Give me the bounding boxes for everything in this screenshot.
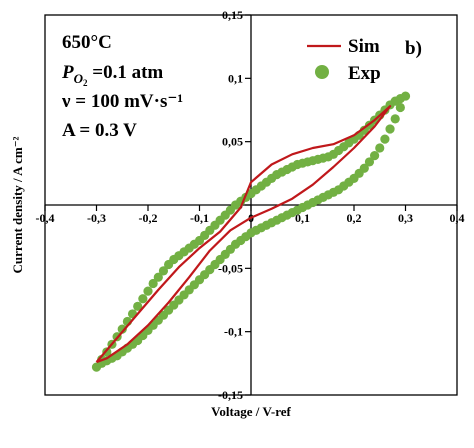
exp-data-point bbox=[148, 278, 158, 289]
legend-exp-marker bbox=[315, 65, 329, 79]
exp-data-point bbox=[385, 124, 395, 134]
exp-data-point bbox=[370, 151, 380, 161]
x-tick-label: 0,2 bbox=[347, 211, 362, 225]
exp-data-point bbox=[138, 294, 148, 304]
sim-series-line bbox=[95, 105, 392, 364]
exp-data-point bbox=[390, 114, 400, 124]
legend: Sim Exp bbox=[307, 36, 381, 84]
amplitude-annotation: A = 0.3 V bbox=[62, 120, 137, 141]
po2-value: =0.1 atm bbox=[88, 62, 164, 83]
y-tick-label: 0,1 bbox=[228, 71, 243, 85]
legend-sim-label: Sim bbox=[348, 36, 380, 57]
x-tick-label: 0,1 bbox=[295, 211, 310, 225]
x-tick-label: 0,3 bbox=[398, 211, 413, 225]
scan-rate-annotation: ν = 100 mV·s⁻¹ bbox=[61, 91, 183, 112]
exp-data-point bbox=[117, 324, 127, 334]
temperature-annotation: 650°C bbox=[62, 32, 112, 53]
y-tick-label: -0,1 bbox=[224, 325, 243, 339]
exp-data-point bbox=[133, 301, 143, 311]
po2-symbol: P bbox=[61, 62, 74, 83]
x-tick-label: -0,3 bbox=[87, 211, 106, 225]
data-layer bbox=[91, 91, 411, 372]
tick-layer: -0,4 -0,3 -0,2 -0,1 0 0,1 0,2 0,3 0,40,150,10,05… bbox=[36, 8, 465, 402]
y-tick-label: 0,05 bbox=[222, 135, 243, 149]
x-tick-label: 0,4 bbox=[450, 211, 465, 225]
exp-data-point bbox=[380, 134, 390, 144]
x-tick-label: -0,2 bbox=[139, 211, 158, 225]
exp-data-point bbox=[153, 272, 163, 282]
legend-exp-label: Exp bbox=[348, 63, 381, 84]
exp-data-point bbox=[400, 91, 411, 101]
y-axis-title: Current density / A cm⁻² bbox=[10, 136, 25, 273]
exp-data-point bbox=[375, 143, 385, 153]
po2-annotation: PO2 =0.1 atm bbox=[61, 62, 163, 88]
exp-data-point bbox=[158, 266, 169, 276]
exp-data-point bbox=[143, 286, 153, 296]
x-tick-label: -0,4 bbox=[36, 211, 55, 225]
x-axis-title: Voltage / V-ref bbox=[211, 404, 291, 419]
y-tick-label: 0,15 bbox=[222, 8, 243, 22]
x-tick-label: -0,1 bbox=[190, 211, 209, 225]
exp-data-point bbox=[395, 102, 405, 113]
y-tick-label: -0,15 bbox=[218, 388, 243, 402]
y-tick-label: -0,05 bbox=[218, 261, 243, 275]
panel-label: b) bbox=[405, 38, 422, 59]
po2-subscript: O bbox=[74, 71, 84, 86]
po2-subscript-2: 2 bbox=[83, 78, 88, 88]
exp-data-point bbox=[364, 157, 375, 167]
